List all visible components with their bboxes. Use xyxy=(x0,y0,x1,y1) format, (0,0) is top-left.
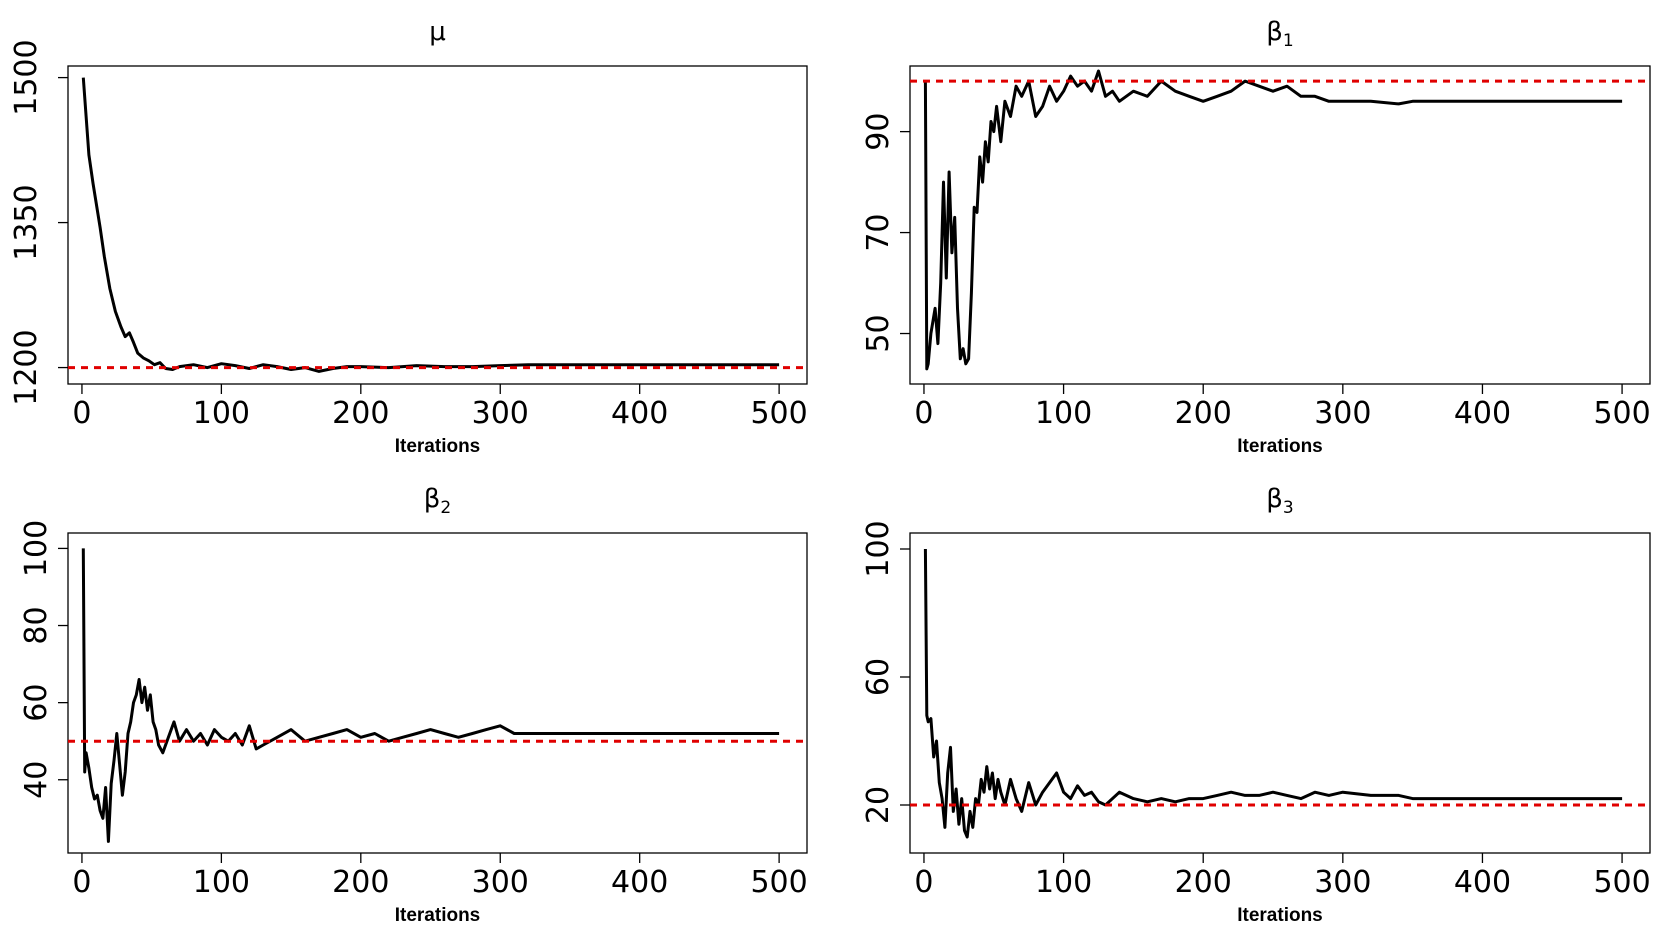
trace-line xyxy=(923,69,1623,371)
panel-title-subscript: 1 xyxy=(1283,31,1294,51)
panel-title: β3 xyxy=(1266,484,1293,518)
y-tick-label: 1500 xyxy=(9,39,44,115)
y-tick-label: 80 xyxy=(19,606,54,644)
x-tick-label: 100 xyxy=(193,396,250,431)
x-tick-label: 200 xyxy=(1175,396,1232,431)
x-tick-label: 0 xyxy=(914,396,933,431)
x-tick-label: 300 xyxy=(1314,396,1371,431)
plot-frame xyxy=(909,65,1651,385)
x-tick-label: 100 xyxy=(1035,396,1092,431)
panel-beta3: β3 0 100 200 300 400 500 20 60 100 Iterations xyxy=(861,484,1651,925)
plot-frame xyxy=(909,532,1651,854)
panel-beta2: β2 0 100 200 300 400 500 40 60 80 100 Iterations xyxy=(19,484,808,925)
x-tick-label: 100 xyxy=(193,865,250,900)
x-tick-label: 0 xyxy=(72,396,91,431)
panel-title: β1 xyxy=(1266,17,1293,51)
panel-title-subscript: 3 xyxy=(1283,498,1294,518)
y-tick-label: 100 xyxy=(19,520,54,577)
y-tick-label: 60 xyxy=(861,658,896,696)
plot-frame xyxy=(67,65,808,385)
x-axis-label: Iterations xyxy=(395,905,481,925)
x-tick-label: 100 xyxy=(1035,865,1092,900)
y-tick-label: 20 xyxy=(861,786,896,824)
panel-title: μ xyxy=(429,17,446,47)
y-tick-label: 70 xyxy=(861,213,896,251)
x-axis-label: Iterations xyxy=(1237,905,1323,925)
y-tick-label: 1350 xyxy=(9,184,44,260)
panel-title-main: β xyxy=(424,484,441,514)
x-tick-label: 500 xyxy=(1593,865,1650,900)
x-tick-label: 0 xyxy=(914,865,933,900)
x-axis-label: Iterations xyxy=(395,436,481,457)
panel-title-subscript: 2 xyxy=(440,498,451,518)
trace-line xyxy=(81,77,780,373)
y-tick-label: 1200 xyxy=(9,329,44,405)
x-tick-label: 500 xyxy=(750,396,807,431)
panel-beta1: β1 0 100 200 300 400 500 50 70 90 Iterations xyxy=(861,17,1651,457)
x-tick-label: 500 xyxy=(1593,396,1650,431)
x-tick-label: 500 xyxy=(750,865,807,900)
x-tick-label: 200 xyxy=(1175,865,1232,900)
y-tick-label: 90 xyxy=(861,113,896,151)
x-tick-label: 400 xyxy=(611,396,668,431)
x-tick-label: 300 xyxy=(472,396,529,431)
x-axis-label: Iterations xyxy=(1237,436,1323,457)
x-tick-label: 200 xyxy=(332,396,389,431)
trace-line xyxy=(923,548,1623,839)
panel-title-main: μ xyxy=(429,17,446,47)
panel-title: β2 xyxy=(424,484,451,518)
y-tick-label: 100 xyxy=(861,520,896,577)
plot-frame xyxy=(67,532,808,854)
y-tick-label: 60 xyxy=(19,684,54,722)
trace-line xyxy=(81,548,780,843)
x-tick-label: 300 xyxy=(1314,865,1371,900)
x-tick-label: 0 xyxy=(72,865,91,900)
x-tick-label: 300 xyxy=(472,865,529,900)
panel-title-main: β xyxy=(1266,17,1283,47)
y-tick-label: 50 xyxy=(861,314,896,352)
panel-title-main: β xyxy=(1266,484,1283,514)
x-tick-label: 400 xyxy=(1454,865,1511,900)
x-tick-label: 400 xyxy=(611,865,668,900)
x-tick-label: 400 xyxy=(1454,396,1511,431)
y-tick-label: 40 xyxy=(19,761,54,799)
x-tick-label: 200 xyxy=(332,865,389,900)
panel-mu: μ 0 100 200 300 400 500 1200 1350 1500 Iterations xyxy=(9,17,808,457)
